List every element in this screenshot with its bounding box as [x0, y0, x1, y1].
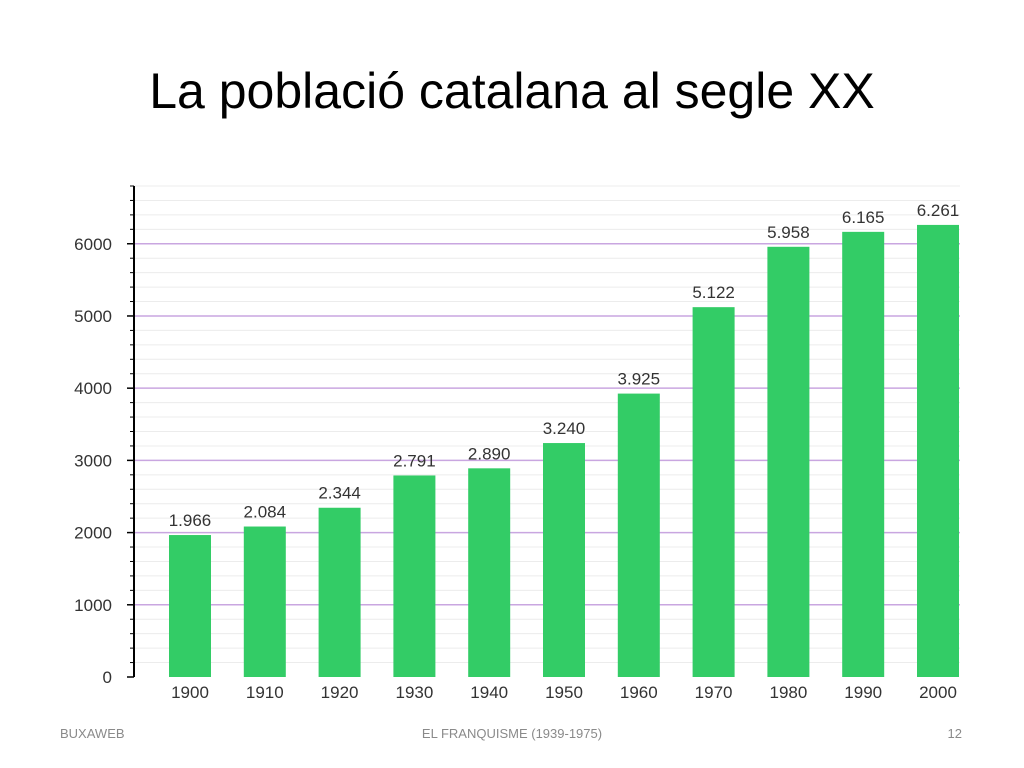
- bar-1990: [842, 231, 885, 677]
- x-tick-label-1930: 1930: [395, 683, 433, 702]
- x-tick-label-1960: 1960: [620, 683, 658, 702]
- value-label-1980: 5.958: [767, 223, 810, 242]
- x-tick-label-1990: 1990: [844, 683, 882, 702]
- x-tick-label-1920: 1920: [321, 683, 359, 702]
- value-label-1920: 2.344: [318, 484, 361, 503]
- y-tick-labels: 0 1000 2000 3000 4000 5000 6000: [74, 235, 112, 687]
- bar-1960: [617, 393, 660, 677]
- bars: [169, 224, 959, 677]
- value-label-1930: 2.791: [393, 451, 436, 470]
- value-label-2000: 6.261: [917, 201, 960, 220]
- bar-1970: [692, 307, 735, 677]
- x-tick-label-2000: 2000: [919, 683, 957, 702]
- y-tick-label: 5000: [74, 307, 112, 326]
- value-label-1910: 2.084: [244, 503, 287, 522]
- value-label-1950: 3.240: [543, 419, 586, 438]
- value-label-1960: 3.925: [618, 370, 661, 389]
- y-tick-label: 0: [103, 668, 112, 687]
- y-axis: [127, 185, 135, 678]
- x-tick-label-1910: 1910: [246, 683, 284, 702]
- slide-title: La població catalana al segle XX: [149, 63, 875, 119]
- bar-1930: [393, 475, 436, 677]
- y-tick-label: 1000: [74, 596, 112, 615]
- y-tick-label: 4000: [74, 379, 112, 398]
- bar-1940: [468, 468, 511, 677]
- y-tick-label: 3000: [74, 451, 112, 470]
- x-tick-label-1980: 1980: [769, 683, 807, 702]
- footer-left: BUXAWEB: [60, 726, 125, 741]
- y-tick-label: 2000: [74, 524, 112, 543]
- value-label-1940: 2.890: [468, 444, 511, 463]
- bar-1900: [169, 535, 211, 677]
- x-tick-label-1900: 1900: [171, 683, 209, 702]
- value-label-1990: 6.165: [842, 208, 885, 227]
- bar-1920: [318, 507, 361, 677]
- x-tick-label-1940: 1940: [470, 683, 508, 702]
- value-labels: 1.966 2.084 2.344 2.791 2.890 3.240 3.925 5.122…: [169, 201, 960, 530]
- slide-number: 12: [947, 726, 962, 741]
- bar-2000: [917, 224, 959, 677]
- bar-1980: [767, 246, 810, 677]
- x-tick-label-1950: 1950: [545, 683, 583, 702]
- y-tick-label: 6000: [74, 235, 112, 254]
- value-label-1900: 1.966: [169, 511, 212, 530]
- value-label-1970: 5.122: [692, 283, 735, 302]
- bar-1950: [543, 443, 585, 677]
- footer-center: EL FRANQUISME (1939-1975): [421, 726, 603, 741]
- bar-1910: [243, 526, 286, 677]
- x-tick-label-1970: 1970: [695, 683, 733, 702]
- x-tick-labels: 1900 1910 1920 1930 1940 1950 1960 1970 1980 1990…: [171, 683, 957, 702]
